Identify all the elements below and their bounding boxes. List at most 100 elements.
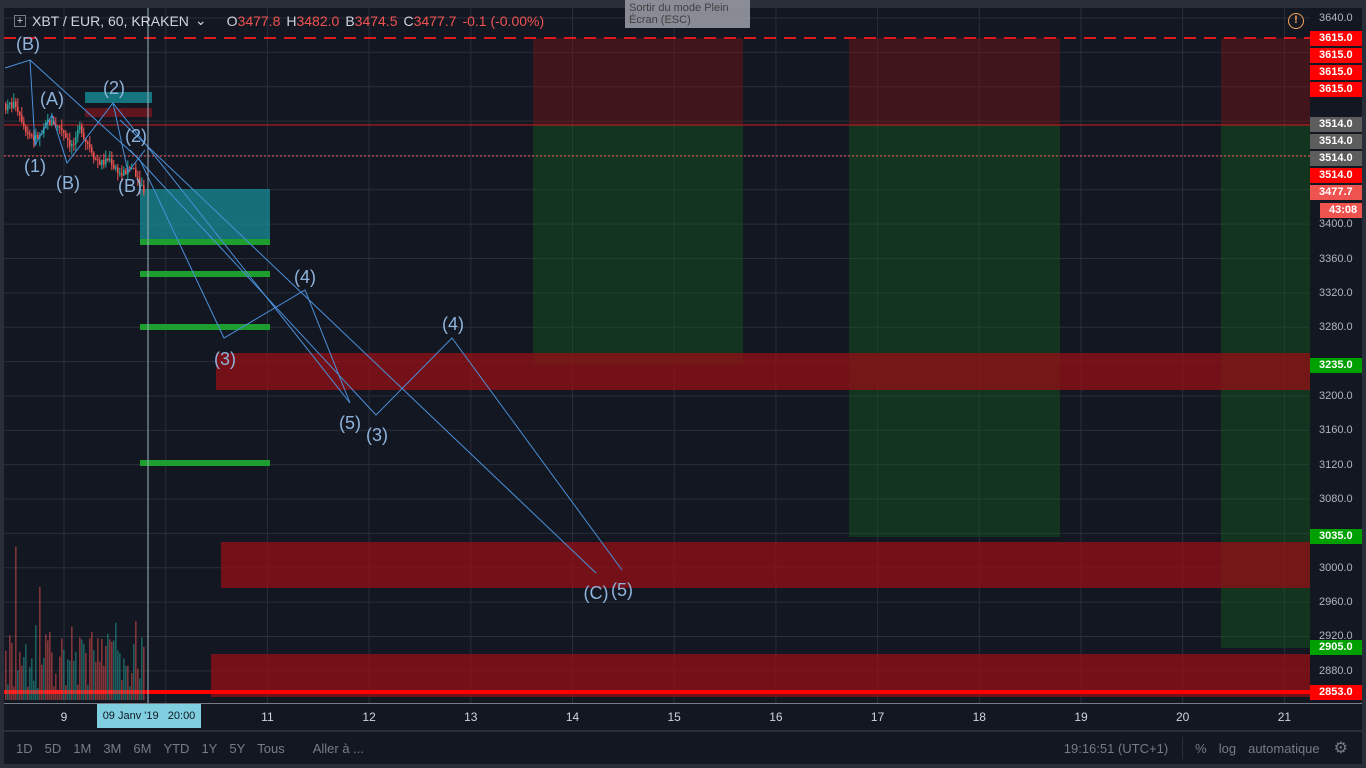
auto-toggle[interactable]: automatique	[1248, 740, 1320, 756]
target-zone[interactable]	[849, 125, 1060, 537]
price-tick: 3640.0	[1319, 12, 1353, 24]
candle	[105, 158, 107, 165]
time-tick: 19	[1074, 710, 1088, 724]
candle	[63, 130, 65, 133]
candle	[115, 167, 117, 169]
resistance-band[interactable]	[221, 542, 1310, 588]
time-axis[interactable]: 9 11 12 13 14 15 16 17 18 19 20 21 09 Janv '19 20:00	[4, 703, 1362, 730]
candle	[129, 167, 131, 169]
symbol-legend: + XBT / EUR, 60, KRAKEN ⌄ O3477.8 H3482.0…	[14, 12, 544, 29]
target-line[interactable]	[140, 271, 270, 277]
price-axis[interactable]: 3640.0 3400.0 3360.0 3320.0 3280.0 3200.0 3160…	[1310, 8, 1362, 703]
wave-label: (B)	[56, 173, 80, 193]
candle	[23, 121, 25, 127]
wave-label: (A)	[40, 89, 64, 109]
target-zone[interactable]	[533, 125, 743, 365]
range-button-1m[interactable]: 1M	[73, 740, 92, 756]
resistance-band[interactable]	[211, 654, 1310, 697]
volume-bar	[33, 680, 35, 700]
price-tick: 2920.0	[1319, 630, 1353, 643]
candle	[33, 136, 35, 141]
range-button-1d[interactable]: 1D	[16, 740, 33, 756]
candle	[97, 159, 99, 161]
stop-zone[interactable]	[1221, 38, 1310, 125]
volume-bar	[57, 689, 59, 700]
goto-button[interactable]: Aller à ...	[312, 740, 365, 756]
chart-pane[interactable]: (B) (A) (2) (2) (1) (B) (B) (3) (4) (5) (3) (4) (C)(…	[4, 8, 1310, 703]
candle	[7, 104, 9, 111]
volume-bar	[79, 637, 81, 700]
elliott-wave-line[interactable]	[112, 102, 351, 404]
stop-zone[interactable]	[533, 38, 743, 125]
target-line[interactable]	[140, 239, 270, 245]
volume-bar	[11, 642, 13, 700]
volume-bar	[91, 631, 93, 700]
candle	[41, 133, 43, 135]
price-tick: 3160.0	[1319, 424, 1353, 437]
wave-label: (4)	[294, 267, 316, 287]
chevron-down-icon[interactable]: ⌄	[194, 12, 207, 28]
volume-bar	[123, 658, 125, 700]
volume-bar	[37, 688, 39, 700]
price-tick: 3000.0	[1319, 561, 1353, 574]
volume-bar	[51, 652, 53, 700]
volume-bar	[131, 673, 133, 700]
candle	[65, 132, 67, 138]
log-toggle[interactable]: log	[1218, 740, 1237, 756]
volume-bar	[47, 640, 49, 700]
volume-bar	[135, 621, 137, 700]
zone[interactable]	[85, 92, 152, 103]
candle	[83, 133, 85, 139]
volume-bar	[31, 658, 33, 700]
range-button-6m[interactable]: 6M	[133, 740, 152, 756]
volume-bar	[9, 635, 11, 700]
price-tick: 3280.0	[1319, 321, 1353, 334]
volume-bar	[55, 673, 57, 700]
candle	[75, 136, 77, 145]
range-button-5d[interactable]: 5D	[44, 740, 62, 756]
volume-bar	[111, 641, 113, 700]
candle	[57, 125, 59, 128]
candle	[43, 128, 45, 134]
range-button-3m[interactable]: 3M	[103, 740, 122, 756]
symbol-title[interactable]: XBT / EUR, 60, KRAKEN	[32, 12, 189, 29]
volume-bar	[97, 638, 99, 700]
candle	[61, 127, 63, 131]
volume-bar	[95, 661, 97, 700]
exclamation-circle-icon[interactable]: !	[1288, 13, 1304, 29]
price-label: 3615.0	[1310, 31, 1362, 46]
range-button-ytd[interactable]: YTD	[163, 740, 190, 756]
stop-zone[interactable]	[849, 38, 1060, 125]
elliott-wave-line[interactable]	[29, 59, 351, 404]
entry-zone[interactable]	[140, 189, 270, 245]
percent-toggle[interactable]: %	[1195, 740, 1207, 756]
candle	[85, 138, 87, 142]
candle	[79, 125, 81, 130]
elliott-wave-line[interactable]	[4, 59, 146, 174]
candle	[67, 137, 69, 141]
zone[interactable]	[85, 108, 152, 117]
time-tick: 16	[769, 710, 783, 724]
plus-square-icon[interactable]: +	[14, 14, 26, 27]
price-tick: 3320.0	[1319, 286, 1353, 299]
time-tick: 20	[1176, 710, 1190, 724]
elliott-wave-line[interactable]	[129, 149, 623, 571]
price-label: 43:08	[1320, 203, 1362, 218]
target-line[interactable]	[140, 324, 270, 330]
candle	[131, 168, 133, 170]
range-button-1y[interactable]: 1Y	[201, 740, 218, 756]
volume-bar	[15, 546, 17, 700]
volume-bar	[75, 651, 77, 700]
volume-bar	[99, 661, 101, 700]
gear-icon[interactable]: ⚙	[1333, 740, 1348, 757]
resistance-band[interactable]	[216, 353, 1310, 390]
range-button-5y[interactable]: 5Y	[229, 740, 246, 756]
candle	[119, 173, 121, 175]
candle	[107, 158, 109, 161]
target-line[interactable]	[140, 460, 270, 466]
volume-bar	[29, 667, 31, 700]
candle	[21, 115, 23, 122]
elliott-wave-line[interactable]	[119, 119, 597, 574]
range-button-tous[interactable]: Tous	[257, 740, 285, 756]
volume-bar	[53, 686, 55, 700]
